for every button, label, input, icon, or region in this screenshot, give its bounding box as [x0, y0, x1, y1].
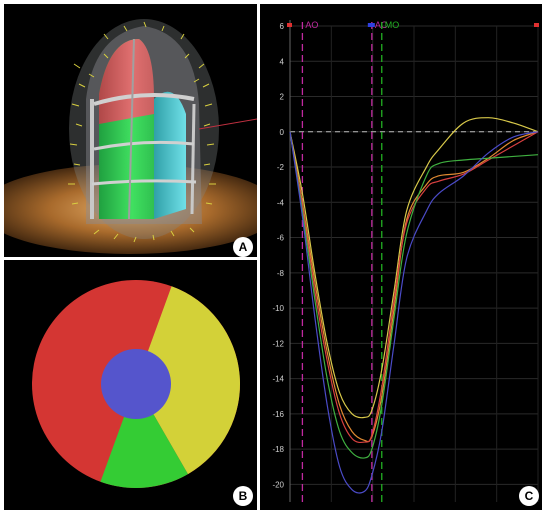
y-tick-label: -12 [272, 339, 284, 348]
panel-c-strain-chart: 6 4 2 0 -2 -4 -6 -8 -10 -12 -14 -16 -18 -20 AO AC MO C [260, 4, 542, 510]
y-tick-label: -10 [272, 304, 284, 313]
strain-series-3 [289, 131, 539, 459]
y-tick-label: 4 [280, 57, 285, 66]
vector-arrows [68, 21, 216, 243]
y-tick-label: -4 [277, 198, 285, 207]
bullseye-segment-green [100, 384, 188, 488]
y-tick-label: -16 [272, 410, 284, 419]
top-marker-blue [367, 23, 375, 27]
y-tick-label: -20 [272, 480, 284, 489]
strain-series-1 [289, 117, 539, 419]
bullseye-plot [32, 280, 241, 488]
y-tick-label: 0 [280, 128, 285, 137]
panel-label-c: C [519, 486, 539, 506]
strain-series-0 [289, 131, 539, 443]
panel-a-3d-render: A [4, 4, 257, 257]
strain-series-4 [289, 131, 539, 494]
panel-label-a: A [233, 237, 253, 257]
panel-b-bullseye: B [4, 260, 257, 510]
panel-label-b: B [233, 486, 253, 506]
event-label-mo: MO [385, 20, 400, 30]
y-tick-label: -14 [272, 375, 284, 384]
bullseye-segment-yellow [136, 286, 241, 475]
segment-cyan [154, 91, 186, 219]
y-tick-label: 2 [280, 93, 285, 102]
heart-3d-render-image [4, 4, 257, 257]
y-tick-label: -18 [272, 445, 284, 454]
y-tick-label: 6 [280, 22, 285, 31]
event-label-ao: AO [305, 20, 318, 30]
top-marker-red [287, 23, 292, 27]
segment-red [99, 39, 154, 124]
y-tick-label: -6 [277, 234, 285, 243]
y-tick-label: -8 [277, 269, 285, 278]
top-marker-red-end [534, 23, 539, 27]
bullseye-center [101, 349, 171, 419]
y-tick-label: -2 [277, 163, 285, 172]
